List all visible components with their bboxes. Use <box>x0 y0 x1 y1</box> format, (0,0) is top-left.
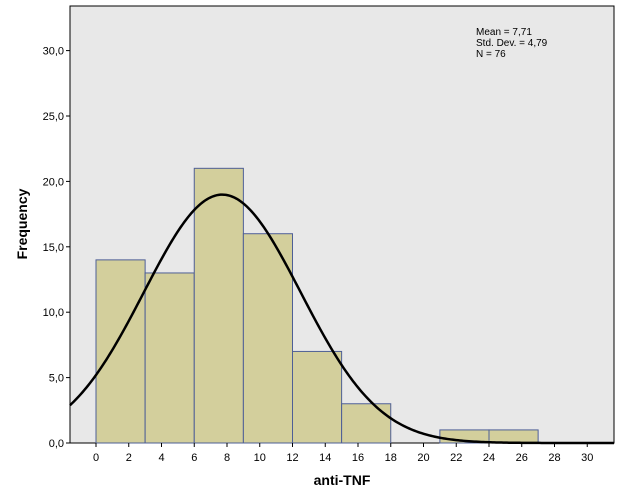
x-tick-label: 6 <box>191 452 197 464</box>
x-tick-label: 14 <box>319 452 331 464</box>
x-tick-label: 10 <box>254 452 266 464</box>
x-tick-label: 0 <box>93 452 99 464</box>
x-axis-title: anti-TNF <box>314 472 371 488</box>
x-tick-label: 22 <box>450 452 462 464</box>
histogram-bar-1 <box>144 272 195 444</box>
x-tick-label: 12 <box>286 452 298 464</box>
x-tick-label: 24 <box>483 452 495 464</box>
y-tick-label: 20,0 <box>43 176 64 188</box>
histogram-bar-8 <box>488 429 539 444</box>
y-tick-label: 5,0 <box>49 373 64 385</box>
stat-line-2: N = 76 <box>476 49 506 60</box>
x-tick-label: 8 <box>224 452 230 464</box>
x-tick-label: 26 <box>516 452 528 464</box>
histogram-bar-4 <box>292 350 343 444</box>
histogram-bar-0 <box>95 259 146 444</box>
histogram-bar-5 <box>341 403 392 444</box>
y-tick-label: 30,0 <box>43 46 64 58</box>
x-tick-label: 20 <box>417 452 429 464</box>
histogram-bar-2 <box>193 167 244 444</box>
y-tick-label: 10,0 <box>43 307 64 319</box>
stat-line-0: Mean = 7,71 <box>476 27 532 38</box>
x-tick-label: 28 <box>548 452 560 464</box>
stat-line-1: Std. Dev. = 4,79 <box>476 38 548 49</box>
normal-curve <box>69 193 614 445</box>
y-tick-label: 0,0 <box>49 438 64 450</box>
x-tick-label: 30 <box>581 452 593 464</box>
x-tick-label: 2 <box>126 452 132 464</box>
y-tick-label: 15,0 <box>43 242 64 254</box>
x-tick-label: 4 <box>158 452 164 464</box>
y-tick-label: 25,0 <box>43 111 64 123</box>
histogram-bar-3 <box>242 233 293 444</box>
x-tick-label: 18 <box>385 452 397 464</box>
x-tick-label: 16 <box>352 452 364 464</box>
y-axis-title: Frequency <box>14 188 30 259</box>
